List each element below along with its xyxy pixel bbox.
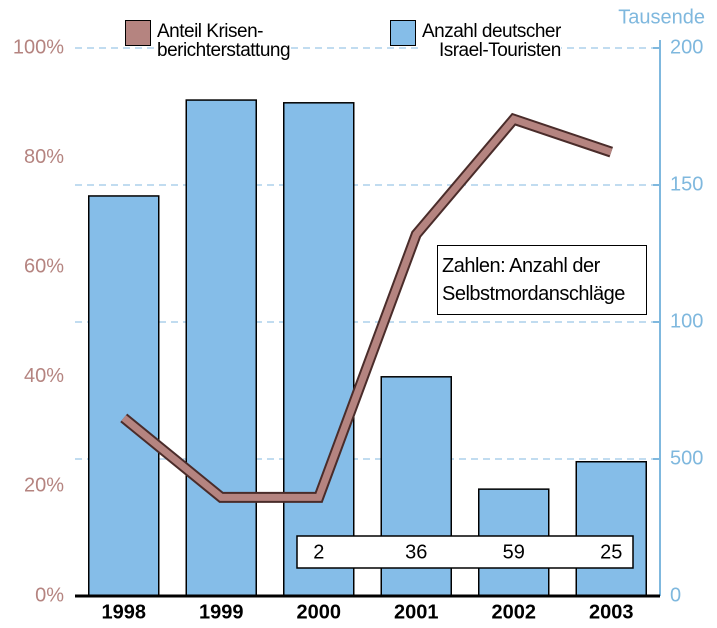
x-tick-label: 2000 xyxy=(297,601,342,623)
attacks-label: 2 xyxy=(313,541,324,563)
legend-label: Anzahl deutscher Israel-Touristen xyxy=(422,21,561,61)
y2-tick-label: 200 xyxy=(670,36,703,58)
y-tick-label: 100% xyxy=(13,36,64,58)
attacks-label: 25 xyxy=(600,541,622,563)
bar xyxy=(283,102,355,597)
annotation: Zahlen: Anzahl der Selbstmordanschläge xyxy=(437,245,647,315)
x-tick-label: 2003 xyxy=(589,601,634,623)
x-tick-label: 1999 xyxy=(199,601,244,623)
y2-tick-label: 0 xyxy=(670,584,681,606)
y2-tick-label: 150 xyxy=(670,173,703,195)
y-tick-label: 60% xyxy=(24,255,64,277)
attacks-label: 59 xyxy=(503,541,525,563)
bar xyxy=(185,99,257,597)
legend-label: Anteil Krisen- berichterstattung xyxy=(157,21,291,61)
attacks-label: 36 xyxy=(405,541,427,563)
attacks-box xyxy=(296,535,634,569)
y-tick-label: 40% xyxy=(24,365,64,387)
y-tick-label: 0% xyxy=(35,584,64,606)
x-tick-label: 2002 xyxy=(492,601,537,623)
y2-tick-label: 500 xyxy=(670,447,703,469)
y2-tick-label: 100 xyxy=(670,310,703,332)
y-tick-label: 80% xyxy=(24,146,64,168)
bar xyxy=(88,195,160,597)
legend-swatch xyxy=(390,20,416,46)
y-tick-label: 20% xyxy=(24,475,64,497)
x-tick-label: 1998 xyxy=(102,601,147,623)
x-tick-label: 2001 xyxy=(394,601,439,623)
y2-axis-label: Tausende xyxy=(618,6,705,28)
bar xyxy=(575,460,647,597)
line xyxy=(121,115,613,501)
legend-swatch xyxy=(125,20,151,46)
